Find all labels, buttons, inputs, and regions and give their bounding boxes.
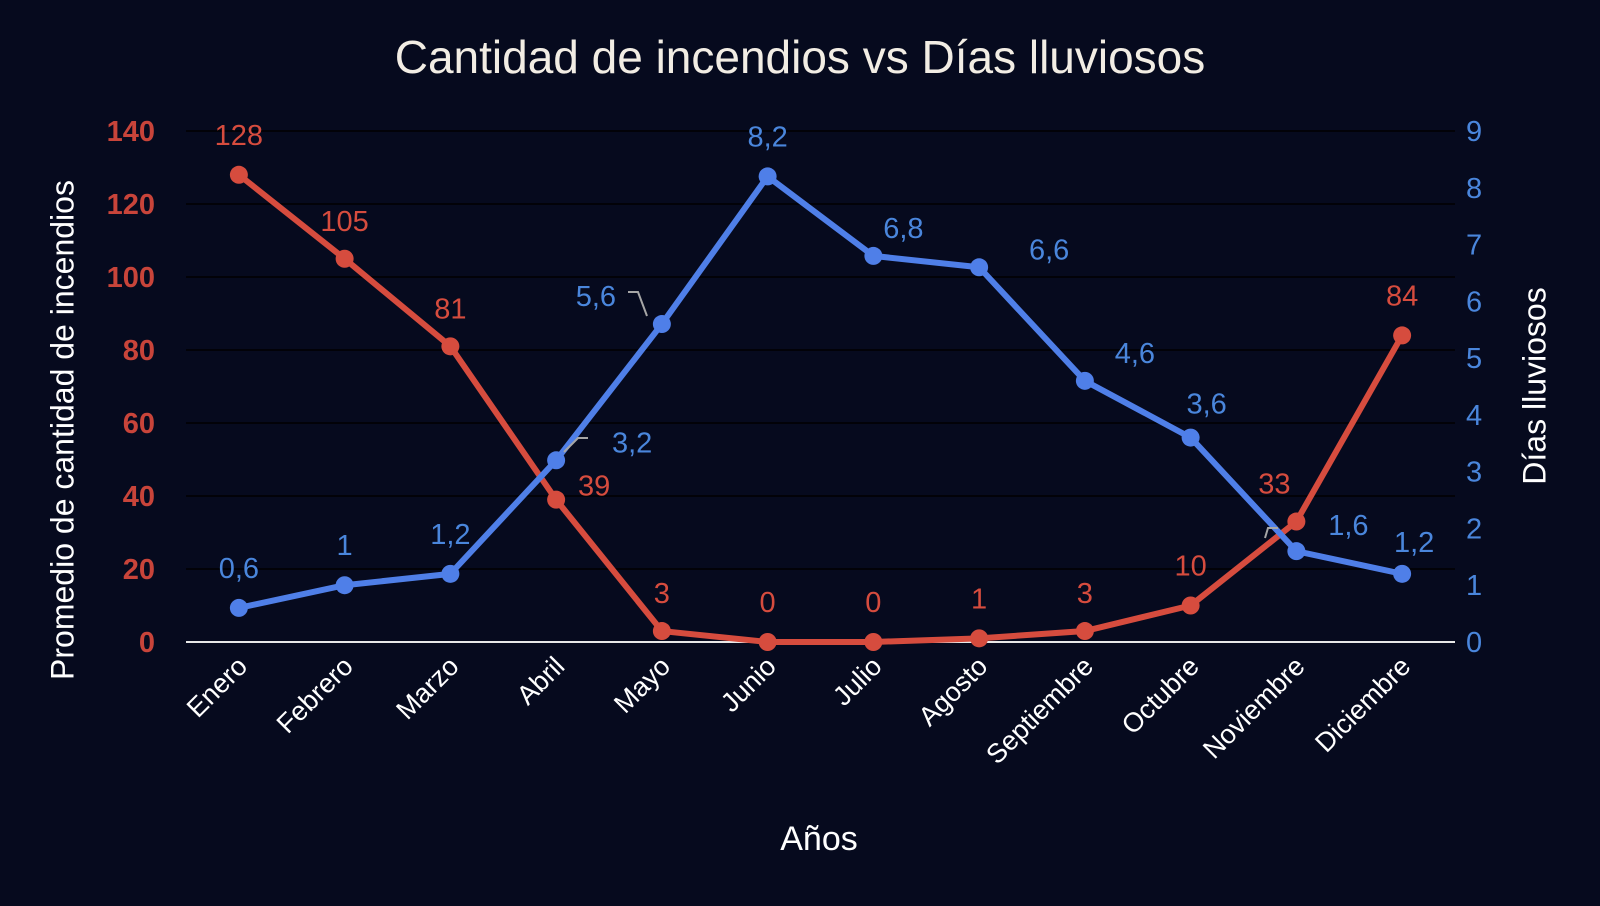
series-1-data-label: 3 (1077, 578, 1093, 610)
series-1-data-label: 0 (760, 587, 776, 619)
series-2-point (970, 258, 989, 277)
x-tick-label: Julio (827, 651, 887, 711)
series-1-data-label: 33 (1258, 469, 1290, 501)
x-tick-label: Enero (181, 651, 253, 723)
series-1-data-label: 3 (654, 578, 670, 610)
series-1-data-label: 10 (1174, 551, 1206, 583)
series-1-point (1393, 326, 1412, 345)
y-right-tick-label: 7 (1466, 230, 1482, 262)
series-2-point (758, 167, 777, 186)
series-1-data-label: 128 (215, 120, 263, 152)
series-1-data-label: 84 (1386, 280, 1418, 312)
x-tick-label: Marzo (390, 651, 464, 725)
x-tick-label: Abril (511, 651, 570, 710)
y-right-tick-label: 5 (1466, 343, 1482, 375)
series-2-data-label: 6,6 (1029, 234, 1069, 266)
series-2-point (335, 576, 354, 595)
x-tick-label: Diciembre (1309, 651, 1416, 758)
series-2-data-label: 1,6 (1328, 510, 1368, 542)
y-right-tick-label: 2 (1466, 513, 1482, 545)
y-axis-left-title: Promedio de cantidad de incendios (44, 180, 81, 680)
y-right-tick-label: 1 (1466, 570, 1482, 602)
series-2-data-label: 1,2 (430, 519, 470, 551)
chart-title: Cantidad de incendios vs Días lluviosos (394, 31, 1206, 83)
series-1-point (441, 337, 460, 356)
x-tick-label: Mayo (608, 651, 676, 719)
series-2-point (864, 246, 883, 265)
series-2-data-label: 8,2 (747, 121, 787, 153)
y-axis-right-title: Días lluviosos (1516, 287, 1553, 485)
y-left-tick-label: 60 (123, 408, 155, 440)
series-2-point (547, 451, 566, 470)
y-right-tick-label: 4 (1466, 400, 1482, 432)
data-label-leader-line (1264, 527, 1278, 539)
y-right-tick-label: 9 (1466, 116, 1482, 148)
series-1-data-label: 81 (434, 293, 466, 325)
y-right-tick-label: 6 (1466, 286, 1482, 318)
series-1-data-label: 105 (320, 206, 368, 238)
series-1-point (335, 249, 354, 268)
series-2-point (1181, 428, 1200, 447)
x-tick-label: Febrero (271, 651, 359, 739)
data-label-leader-line (628, 291, 648, 317)
series-1-point (547, 490, 566, 509)
y-left-tick-label: 140 (107, 116, 155, 148)
y-left-tick-label: 20 (123, 554, 155, 586)
series-2-data-label: 4,6 (1115, 338, 1155, 370)
series-2-point (1287, 542, 1306, 561)
series-2-point (441, 564, 460, 583)
y-right-tick-label: 0 (1466, 627, 1482, 659)
series-2-line (235, 173, 1406, 611)
series-1-point (970, 629, 989, 648)
series-1-point (1287, 512, 1306, 531)
y-left-tick-label: 0 (139, 627, 155, 659)
y-left-tick-label: 120 (107, 189, 155, 221)
series-1-point (229, 165, 248, 184)
series-1-point (864, 633, 883, 651)
series-1-line (235, 171, 1406, 645)
data-label-leader-line (563, 437, 588, 453)
series-1-data-label: 1 (971, 583, 987, 615)
y-left-tick-label: 40 (123, 481, 155, 513)
series-2-point (1075, 371, 1094, 390)
y-right-tick-label: 8 (1466, 173, 1482, 205)
y-left-tick-label: 100 (107, 262, 155, 294)
series-1-point (758, 633, 777, 651)
x-tick-label: Noviembre (1197, 651, 1311, 765)
x-tick-label: Septiembre (980, 651, 1099, 770)
y-left-tick-label: 80 (123, 335, 155, 367)
series-2-data-label: 3,6 (1186, 389, 1226, 421)
series-2-point (229, 598, 248, 617)
series-1-data-label: 0 (865, 587, 881, 619)
x-tick-label: Junio (715, 651, 782, 718)
series-2-data-label: 1 (337, 530, 353, 562)
y-right-tick-label: 3 (1466, 457, 1482, 489)
series-1-point (1181, 596, 1200, 615)
series-1-data-label: 39 (578, 471, 610, 503)
series-2-data-label: 0,6 (219, 553, 259, 585)
series-2-data-label: 3,2 (612, 427, 652, 459)
x-tick-label: Octubre (1116, 651, 1205, 740)
series-2-point (1393, 564, 1412, 583)
series-2-point (652, 315, 671, 334)
series-1-point (1075, 622, 1094, 641)
series-1-point (652, 622, 671, 641)
series-2-data-label: 6,8 (883, 213, 923, 245)
x-axis-title: Años (780, 820, 858, 858)
x-tick-label: Agosto (913, 651, 994, 732)
series-2-data-label: 5,6 (576, 281, 616, 313)
series-2-data-label: 1,2 (1394, 527, 1434, 559)
